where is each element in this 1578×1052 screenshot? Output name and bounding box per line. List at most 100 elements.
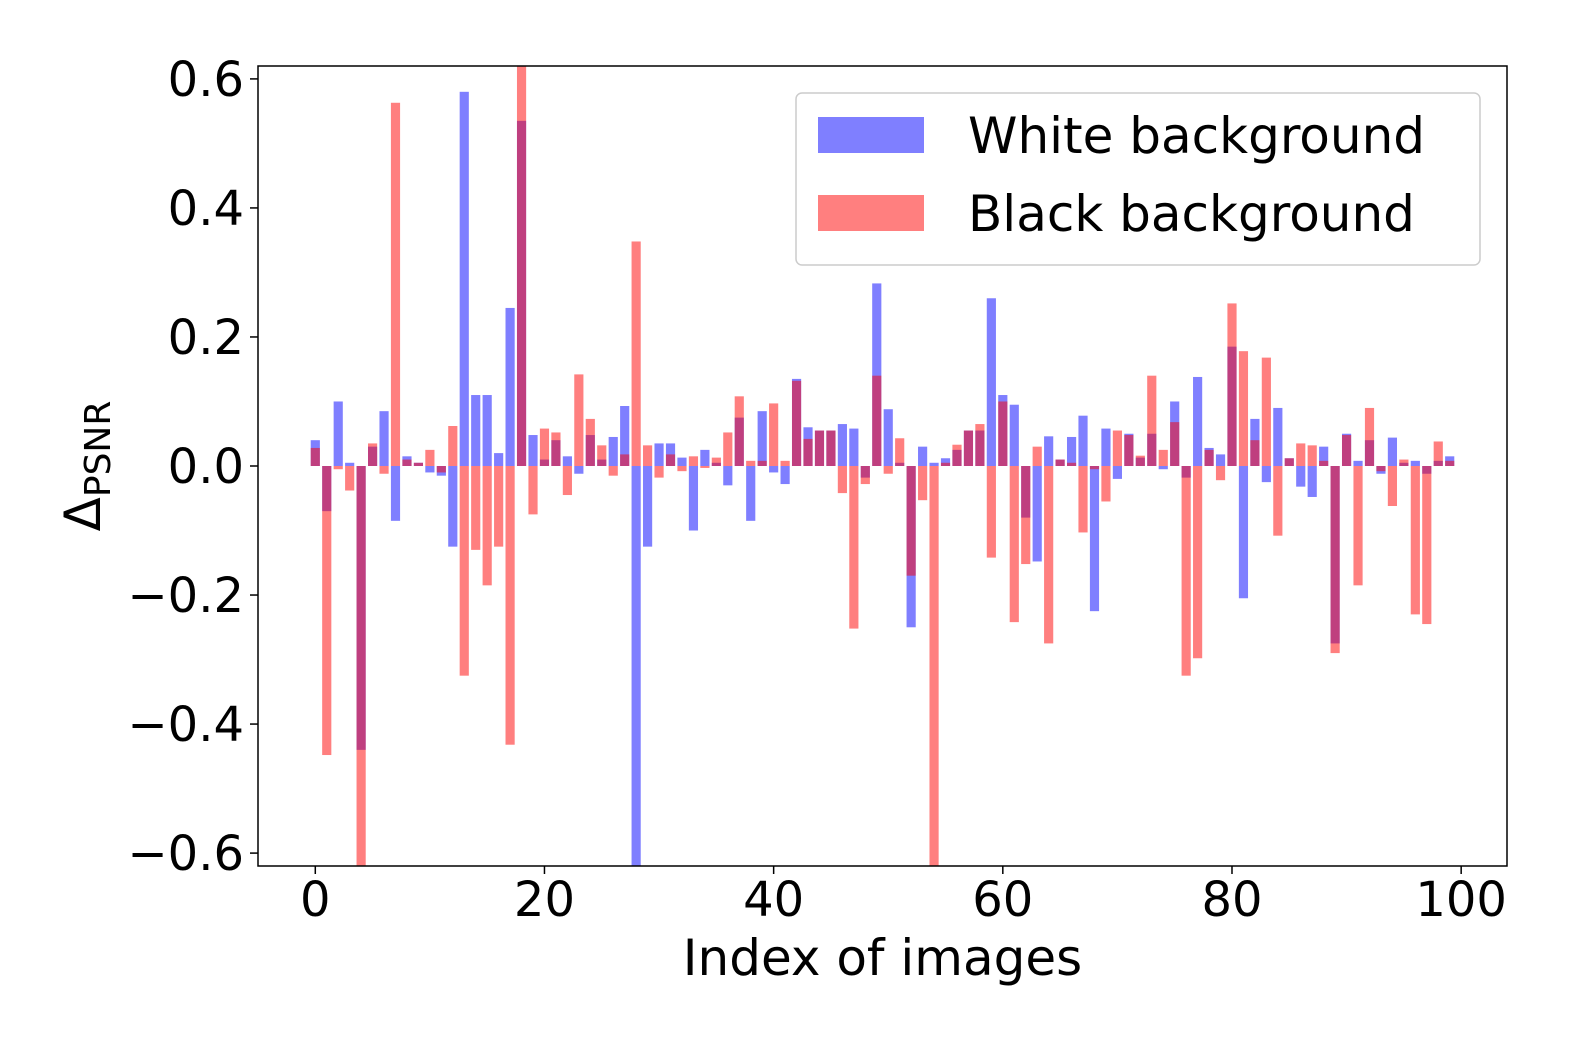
bar-white-15 <box>482 395 492 466</box>
bar-white-94 <box>1387 437 1397 466</box>
bar-white-50 <box>883 409 893 466</box>
bar-white-28 <box>631 466 641 866</box>
bar-black-78 <box>1204 449 1214 466</box>
x-tick-label: 20 <box>514 872 575 928</box>
bar-white-41 <box>780 466 790 485</box>
bar-black-12 <box>448 426 458 466</box>
x-axis-ticks: 0 20 40 60 80 100 <box>300 866 1507 928</box>
bar-black-43 <box>803 438 813 466</box>
bar-black-7 <box>390 102 401 467</box>
bar-white-54 <box>929 462 939 466</box>
bar-black-83 <box>1261 357 1271 466</box>
bar-black-47 <box>849 466 859 629</box>
bar-black-38 <box>746 460 756 466</box>
black-background-bars <box>310 66 1455 866</box>
bar-black-80 <box>1227 303 1237 466</box>
y-tick-label: 0.0 <box>168 439 244 495</box>
bar-white-84 <box>1273 407 1283 466</box>
bar-white-81 <box>1238 466 1249 599</box>
bar-white-13 <box>459 91 469 466</box>
bar-white-70 <box>1112 466 1122 479</box>
bar-black-73 <box>1147 375 1157 466</box>
bar-black-74 <box>1158 449 1168 466</box>
y-axis-label-symbol: Δ <box>54 497 112 531</box>
legend-label-white-background: White background <box>968 107 1425 165</box>
bar-black-48 <box>860 466 870 485</box>
bar-white-17 <box>505 307 515 466</box>
bar-white-53 <box>918 446 928 466</box>
bar-white-79 <box>1215 454 1226 466</box>
bar-black-88 <box>1319 460 1329 466</box>
bar-black-22 <box>562 466 572 496</box>
bar-black-93 <box>1376 466 1386 472</box>
bar-black-86 <box>1296 443 1306 466</box>
bar-black-41 <box>780 460 790 466</box>
x-tick-label: 0 <box>300 872 331 928</box>
legend-label-black-background: Black background <box>968 185 1415 243</box>
bar-black-37 <box>734 396 744 466</box>
bar-black-92 <box>1364 407 1375 466</box>
y-tick-label: −0.6 <box>127 826 244 882</box>
bar-black-56 <box>952 444 962 466</box>
bar-white-61 <box>1009 404 1019 466</box>
bar-white-96 <box>1410 460 1420 466</box>
bar-black-52 <box>906 466 916 576</box>
bar-white-3 <box>345 462 355 466</box>
bar-white-27 <box>620 406 630 466</box>
bar-black-44 <box>814 430 825 466</box>
bar-black-20 <box>539 428 550 466</box>
bar-black-81 <box>1238 351 1249 466</box>
bar-black-98 <box>1433 441 1443 466</box>
bar-black-39 <box>757 460 767 466</box>
bar-white-69 <box>1101 428 1111 466</box>
bar-black-40 <box>769 403 779 466</box>
legend-box <box>795 92 1481 266</box>
bar-black-85 <box>1284 458 1294 466</box>
bar-black-76 <box>1181 466 1191 676</box>
bar-black-33 <box>688 456 699 466</box>
bar-white-55 <box>940 458 951 466</box>
bar-white-67 <box>1078 415 1088 466</box>
bar-black-2 <box>333 466 343 470</box>
bar-black-51 <box>895 438 905 466</box>
bar-black-45 <box>826 430 836 466</box>
bar-black-35 <box>711 457 721 466</box>
bar-black-69 <box>1101 466 1111 502</box>
bar-black-8 <box>402 459 412 466</box>
bar-black-31 <box>665 454 676 466</box>
bar-black-58 <box>975 424 985 466</box>
bar-black-77 <box>1193 466 1203 659</box>
bar-white-2 <box>333 401 343 466</box>
bar-black-18 <box>516 66 527 466</box>
legend-swatch-black-background <box>818 195 924 231</box>
bar-black-23 <box>574 374 584 466</box>
bar-black-90 <box>1341 435 1352 466</box>
x-tick-label: 60 <box>972 872 1033 928</box>
bar-white-7 <box>390 466 401 521</box>
bar-black-66 <box>1066 462 1077 466</box>
bar-black-59 <box>986 466 996 558</box>
bar-white-29 <box>643 466 653 547</box>
bar-black-34 <box>700 466 710 468</box>
bar-black-72 <box>1135 455 1145 466</box>
bar-black-14 <box>471 466 481 550</box>
bar-black-6 <box>379 466 389 474</box>
bar-black-61 <box>1009 466 1019 623</box>
bar-white-77 <box>1193 376 1203 466</box>
bar-white-68 <box>1089 466 1100 612</box>
bar-black-87 <box>1307 445 1317 466</box>
bar-black-19 <box>528 466 538 515</box>
bar-white-30 <box>654 443 664 466</box>
bar-black-49 <box>872 375 882 466</box>
bar-white-47 <box>849 428 859 466</box>
x-tick-label: 100 <box>1415 872 1507 928</box>
bar-black-89 <box>1330 466 1340 654</box>
bar-black-94 <box>1387 466 1397 506</box>
bar-white-74 <box>1158 466 1168 470</box>
bar-white-46 <box>837 424 847 466</box>
bar-black-53 <box>918 466 928 501</box>
legend: White background Black background <box>795 92 1481 266</box>
x-tick-label: 40 <box>743 872 804 928</box>
bar-white-87 <box>1307 466 1317 497</box>
y-axis-label-subscript: PSNR <box>78 401 119 498</box>
